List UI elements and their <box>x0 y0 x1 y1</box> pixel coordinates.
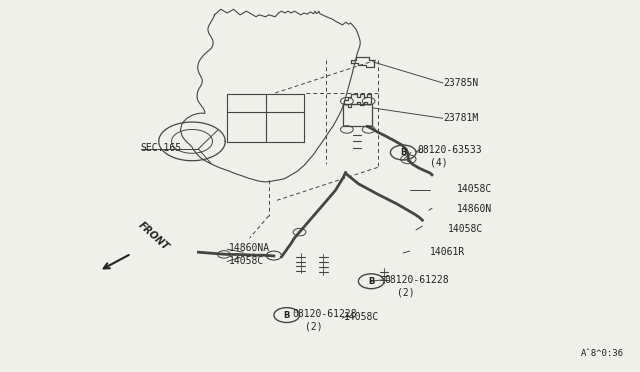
Text: (2): (2) <box>397 288 415 298</box>
Text: 23785N: 23785N <box>444 78 479 88</box>
Text: 08120-63533: 08120-63533 <box>417 145 482 154</box>
Text: 14058C: 14058C <box>457 184 492 194</box>
Text: B: B <box>368 277 374 286</box>
Text: 08120-61228: 08120-61228 <box>384 275 449 285</box>
Text: SEC.165: SEC.165 <box>141 143 182 153</box>
Text: 14058C: 14058C <box>229 256 264 266</box>
Text: (4): (4) <box>430 158 448 167</box>
Text: 14061R: 14061R <box>430 247 465 257</box>
Text: 08120-61228: 08120-61228 <box>292 310 357 319</box>
Text: B: B <box>284 311 290 320</box>
Text: 14058C: 14058C <box>344 312 380 322</box>
Text: (2): (2) <box>305 322 323 332</box>
Text: FRONT: FRONT <box>136 220 171 252</box>
Text: 14860NA: 14860NA <box>229 244 270 253</box>
Text: 14860N: 14860N <box>457 205 492 214</box>
Text: 14058C: 14058C <box>448 224 483 234</box>
Text: 23781M: 23781M <box>444 113 479 123</box>
Text: Aˆ8^0:36: Aˆ8^0:36 <box>581 349 624 358</box>
Text: B: B <box>400 148 406 157</box>
